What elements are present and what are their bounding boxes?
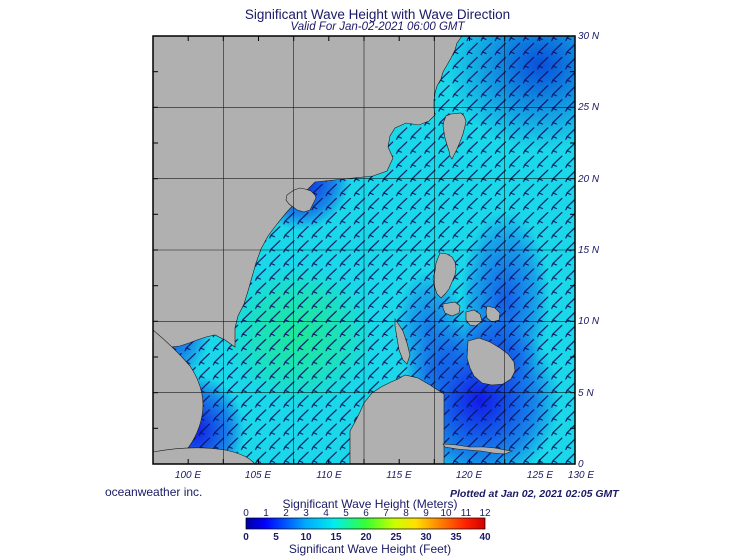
svg-text:30 N: 30 N <box>578 31 600 42</box>
svg-text:8: 8 <box>403 508 409 519</box>
svg-text:20 N: 20 N <box>577 174 600 185</box>
svg-text:6: 6 <box>363 508 369 519</box>
svg-text:110 E: 110 E <box>316 470 342 481</box>
svg-text:25 N: 25 N <box>577 102 600 113</box>
svg-text:15 N: 15 N <box>578 245 600 256</box>
svg-text:7: 7 <box>383 508 389 519</box>
svg-text:120 E: 120 E <box>456 470 482 481</box>
svg-text:130 E: 130 E <box>568 470 594 481</box>
svg-text:115 E: 115 E <box>386 470 412 481</box>
svg-text:oceanweather inc.: oceanweather inc. <box>105 485 202 499</box>
svg-text:5 N: 5 N <box>578 388 594 399</box>
svg-text:Significant Wave Height (Feet): Significant Wave Height (Feet) <box>289 542 451 556</box>
svg-text:40: 40 <box>479 532 491 543</box>
svg-text:125 E: 125 E <box>527 470 553 481</box>
svg-text:3: 3 <box>303 508 309 519</box>
svg-text:Plotted at Jan 02, 2021 02:05: Plotted at Jan 02, 2021 02:05 GMT <box>450 488 620 500</box>
svg-text:9: 9 <box>423 508 429 519</box>
svg-text:10 N: 10 N <box>578 316 600 327</box>
svg-text:11: 11 <box>461 508 472 519</box>
svg-text:2: 2 <box>283 508 289 519</box>
svg-text:10: 10 <box>440 508 452 519</box>
svg-text:105 E: 105 E <box>245 470 271 481</box>
svg-text:100 E: 100 E <box>175 470 201 481</box>
svg-text:0: 0 <box>243 508 249 519</box>
svg-text:5: 5 <box>273 532 279 543</box>
svg-text:12: 12 <box>479 508 491 519</box>
svg-text:1: 1 <box>263 508 269 519</box>
svg-text:0: 0 <box>578 459 584 470</box>
svg-text:4: 4 <box>323 508 329 519</box>
svg-text:5: 5 <box>343 508 349 519</box>
svg-text:0: 0 <box>243 532 249 543</box>
svg-text:35: 35 <box>450 532 462 543</box>
